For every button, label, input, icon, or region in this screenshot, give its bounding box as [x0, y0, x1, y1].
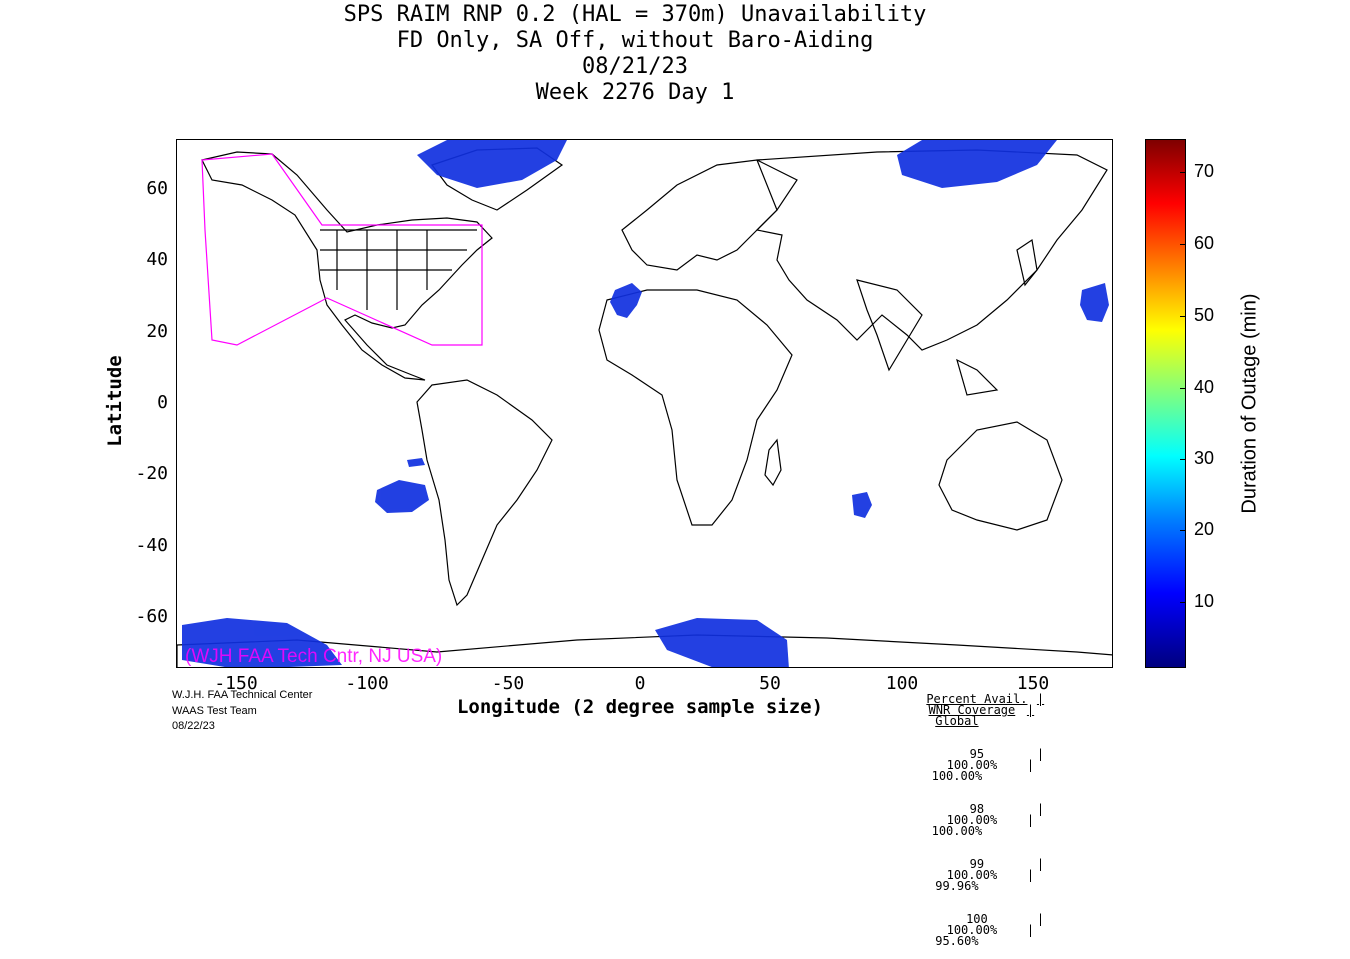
colorbar-tick-label: 40 — [1194, 377, 1215, 397]
xtick-label: -100 — [345, 673, 389, 694]
ytick-label: -40 — [135, 535, 168, 556]
watermark: (WJH FAA Tech Cntr, NJ USA) — [185, 646, 443, 667]
coverage-stats-table: Percent Avail. | WNR Coverage | Global 95 |… — [888, 683, 1044, 958]
stats-percent: 99 — [969, 857, 985, 871]
credit-line-2: WAAS Test Team — [172, 705, 257, 717]
world-map — [176, 139, 1113, 668]
outage-greenland — [417, 140, 567, 188]
stats-percent: 95 — [969, 747, 985, 761]
colorbar-tick-mark — [1180, 316, 1186, 317]
colorbar-tick-label: 20 — [1194, 519, 1215, 539]
credit-line-3: 08/22/23 — [172, 720, 215, 732]
colorbar-tick-mark — [1180, 388, 1186, 389]
ytick-label: 0 — [157, 392, 168, 413]
title-line-2: FD Only, SA Off, without Baro-Aiding — [396, 28, 874, 53]
world-map-canvas — [177, 140, 1112, 667]
outage-areas — [182, 140, 1109, 667]
x-axis-label: Longitude (2 degree sample size) — [456, 696, 824, 718]
outage-antarctic-west — [182, 618, 342, 667]
ytick-label: -20 — [135, 463, 168, 484]
stats-percent: 100 — [966, 912, 988, 926]
stats-header-global: Global — [935, 714, 979, 728]
stats-wnr: 100.00% — [946, 868, 998, 882]
y-axis-label: Latitude — [104, 355, 126, 447]
ytick-label: 20 — [146, 321, 168, 342]
service-region-outline — [201, 153, 483, 346]
xtick-label: 150 — [1016, 673, 1050, 694]
outage-siberia — [897, 140, 1057, 188]
ytick-label: 40 — [146, 249, 168, 270]
stats-global: 95.60% — [935, 934, 979, 948]
title-line-4: Week 2276 Day 1 — [535, 80, 735, 105]
colorbar-tick-mark — [1180, 602, 1186, 603]
colorbar-tick-label: 70 — [1194, 161, 1215, 181]
ytick-label: -60 — [135, 606, 168, 627]
stats-global: 99.96% — [935, 879, 979, 893]
xtick-label: -50 — [491, 673, 525, 694]
ytick-label: 60 — [146, 178, 168, 199]
colorbar-tick-label: 10 — [1194, 591, 1215, 611]
xtick-label: 100 — [885, 673, 919, 694]
colorbar-tick-mark — [1180, 459, 1186, 460]
outage-indian-ocean — [852, 492, 872, 518]
colorbar-tick-label: 30 — [1194, 448, 1215, 468]
title-line-3: 08/21/23 — [582, 54, 688, 79]
outage-south-pacific — [375, 480, 429, 513]
xtick-label: 50 — [759, 673, 781, 694]
outage-south-pacific-small — [407, 458, 425, 467]
outage-antarctic-east — [655, 618, 789, 667]
stats-wnr: 100.00% — [946, 758, 998, 772]
xtick-label: 0 — [634, 673, 646, 694]
colorbar-tick-mark — [1180, 172, 1186, 173]
colorbar-tick-mark — [1180, 244, 1186, 245]
outage-nw-africa — [610, 283, 642, 318]
stats-header-wnr: WNR Coverage — [928, 703, 1016, 717]
outage-pacific-north — [1080, 283, 1109, 322]
credit-line-1: W.J.H. FAA Technical Center — [172, 689, 313, 701]
colorbar-tick-mark — [1180, 530, 1186, 531]
stats-percent: 98 — [969, 802, 985, 816]
colorbar-tick-label: 60 — [1194, 233, 1215, 253]
stats-wnr: 100.00% — [946, 813, 998, 827]
coastlines — [177, 147, 1112, 667]
stats-header-percent: Percent Avail. — [926, 692, 1028, 706]
colorbar-label: Duration of Outage (min) — [1238, 293, 1261, 514]
xtick-label: -150 — [214, 673, 258, 694]
stats-wnr: 100.00% — [946, 923, 998, 937]
stats-global: 100.00% — [931, 769, 983, 783]
title-line-1: SPS RAIM RNP 0.2 (HAL = 370m) Unavailabi… — [343, 2, 927, 27]
stats-global: 100.00% — [931, 824, 983, 838]
colorbar — [1145, 139, 1186, 668]
colorbar-tick-label: 50 — [1194, 305, 1215, 325]
